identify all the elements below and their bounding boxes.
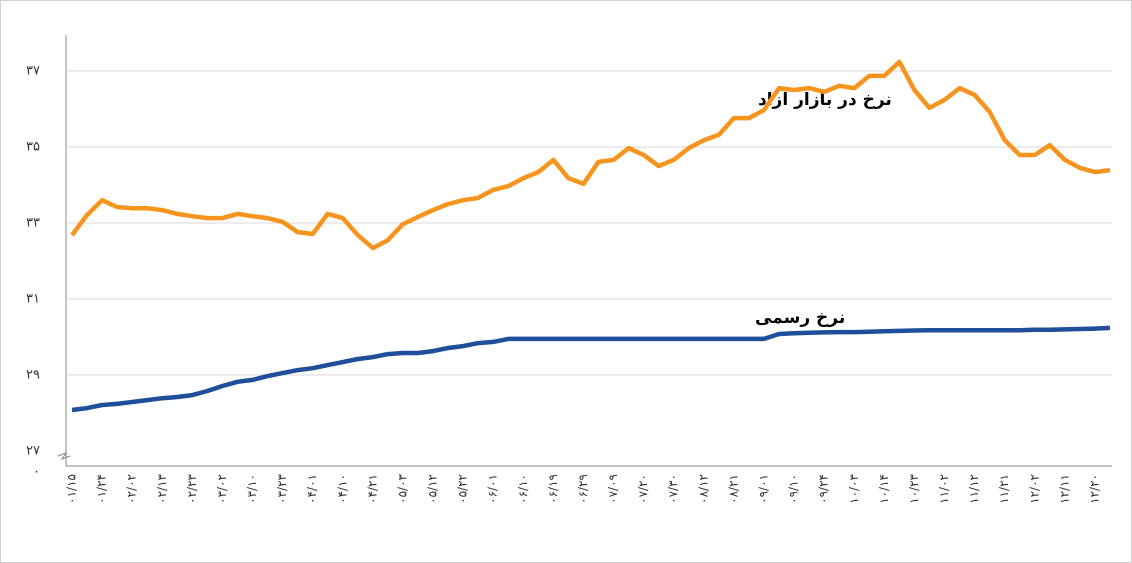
annotation: نرخ رسمی: [755, 308, 845, 328]
x-tick-label: ۰۱/۱۵: [65, 474, 79, 504]
axis-break: [57, 451, 71, 461]
x-tick-label: ۰۴/۰۱: [305, 474, 319, 504]
x-tick-label: ۰۷/۰۹: [606, 474, 620, 504]
x-tick-label: ۱۲/۰۲: [1027, 474, 1041, 504]
x-tick-label: ۰۲/۲۳: [185, 473, 199, 503]
y-tick-label: ۳۷: [26, 64, 40, 79]
y-tick-label: ۲۹: [26, 368, 40, 383]
y-tick-label: ۰: [33, 465, 40, 480]
annotation: نرخ در بازار آزاد: [758, 88, 892, 110]
x-tick-label: ۰۸/۱۲: [696, 474, 710, 504]
x-tick-label: ۰۸/۲۱: [726, 474, 740, 504]
x-tick-label: ۰۹/۰۱: [757, 474, 771, 504]
x-tick-label: ۱۲/۱۱: [1057, 474, 1071, 504]
x-tick-label: ۰۴/۲۱: [365, 474, 379, 504]
x-tick-label: ۰۷/۳۰: [666, 474, 680, 504]
x-tick-label: ۰۵/۰۳: [395, 473, 409, 503]
x-tick-label: ۰۶/۲۹: [576, 474, 590, 504]
x-tick-label: ۱۰/۰۳: [847, 473, 861, 503]
x-tick-label: ۰۳/۱۰: [245, 474, 259, 504]
x-tick-label: ۱۱/۱۲: [967, 474, 981, 504]
x-tick-label: ۰۵/۱۲: [426, 474, 440, 504]
x-tick-label: ۰۶/۱۹: [546, 474, 560, 504]
y-tick-label: ۳۱: [26, 292, 40, 307]
x-tick-label: ۱۲/۲۰: [1087, 474, 1101, 504]
x-tick-label: ۱۱/۰۲: [937, 474, 951, 504]
x-tick-label: ۰۳/۰۲: [215, 474, 229, 504]
x-tick-label: ۰۶/۱۰: [516, 474, 530, 504]
x-tick-label: ۰۹/۲۴: [817, 474, 831, 504]
x-tick-label: ۰۵/۲۲: [456, 474, 470, 504]
x-tick-label: ۰۶/۰۱: [486, 474, 500, 504]
x-tick-label: ۰۱/۲۴: [95, 474, 109, 504]
y-tick-label: ۳۵: [26, 140, 40, 155]
x-tick-label: ۰۴/۱۰: [335, 474, 349, 504]
x-tick-label: ۱۰/۱۴: [877, 474, 891, 504]
x-tick-label: ۰۷/۲۰: [636, 474, 650, 504]
x-tick-label: ۰۲/۰۲: [125, 474, 139, 504]
x-tick-label: ۰۲/۱۳: [155, 473, 169, 503]
x-tick-label: ۱۱/۲۱: [997, 474, 1011, 504]
x-tick-label: ۰۹/۱۰: [787, 474, 801, 504]
series-line: [71, 325, 1111, 413]
x-tick-label: ۱۰/۲۳: [907, 473, 921, 503]
y-tick-label: ۳۳: [26, 216, 40, 231]
y-tick-label: ۲۷: [26, 444, 40, 459]
series-line: [70, 59, 1111, 251]
x-tick-label: ۰۳/۲۳: [275, 473, 289, 503]
